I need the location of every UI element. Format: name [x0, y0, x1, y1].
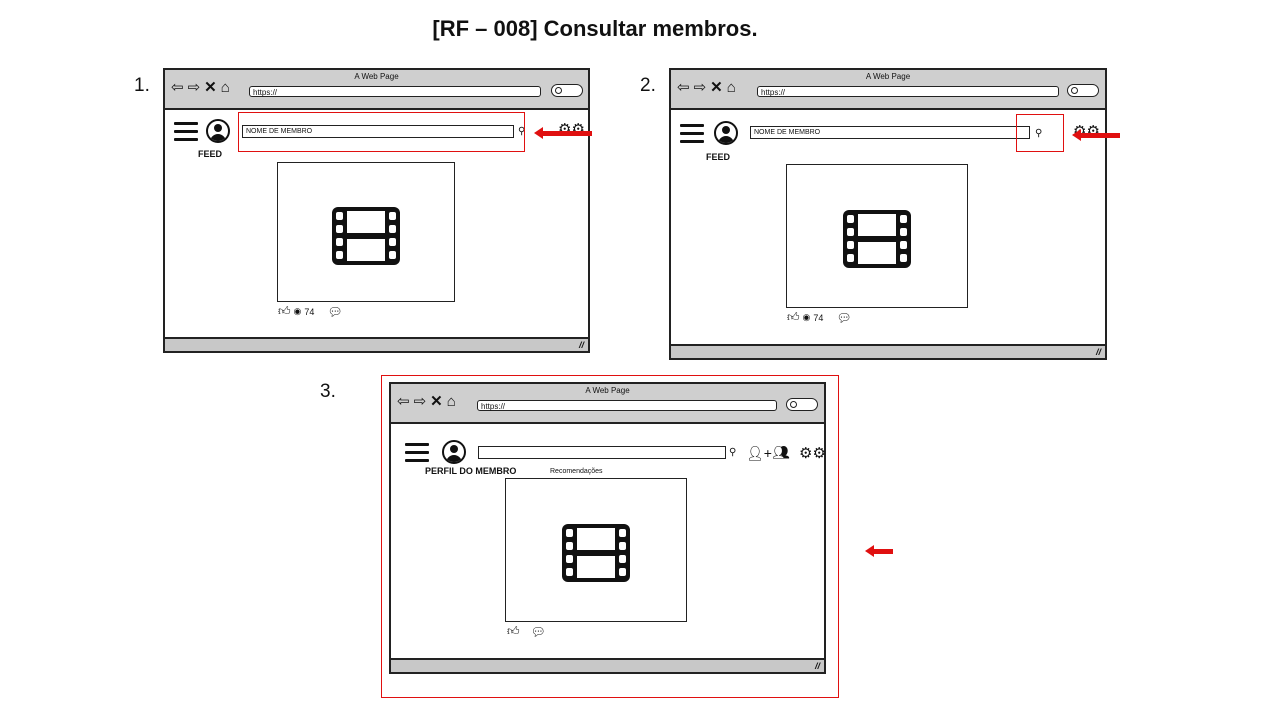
url-bar[interactable]: https:// — [477, 400, 777, 411]
social-bar: 👍︎ ◉ 74 💬︎ — [278, 304, 343, 319]
resize-grip-icon[interactable]: // — [578, 340, 584, 350]
search-icon[interactable]: ⚲ — [518, 126, 526, 137]
add-user-icon[interactable]: 👤︎+ — [746, 445, 772, 461]
search-icon — [555, 87, 562, 94]
status-bar: // — [165, 337, 588, 351]
group-icon[interactable]: 👥︎ — [772, 444, 790, 460]
avatar-icon[interactable] — [442, 440, 466, 464]
comment-icon[interactable]: 💬︎ — [836, 310, 852, 325]
browser-search-button[interactable] — [786, 398, 818, 411]
page-label: FEED — [706, 152, 731, 162]
close-icon[interactable]: ✕ — [710, 79, 723, 96]
step-number-3: 3. — [320, 381, 336, 402]
comment-icon[interactable]: 💬︎ — [327, 304, 343, 319]
forward-arrow-icon[interactable]: ⇨ — [693, 79, 707, 96]
browser-search-button[interactable] — [551, 84, 583, 97]
section-label: Recomendações — [550, 468, 603, 475]
back-arrow-icon[interactable]: ⇦ — [397, 393, 410, 410]
likes-count: 74 — [813, 312, 824, 323]
window-title: A Web Page — [354, 72, 399, 81]
social-bar: 👍︎ 💬︎ — [507, 624, 546, 639]
search-icon[interactable]: ⚲ — [1035, 128, 1043, 139]
likes-count: 74 — [304, 306, 315, 317]
thumbs-up-icon[interactable]: 👍︎ — [507, 624, 520, 638]
browser-search-button[interactable] — [1067, 84, 1099, 97]
window-titlebar: A Web Page ⇦ ⇨ ✕ ⌂ https:// — [165, 70, 588, 110]
resize-grip-icon[interactable]: // — [814, 661, 820, 671]
search-icon — [1071, 87, 1078, 94]
member-search-input[interactable]: NOME DE MEMBRO — [242, 125, 514, 138]
highlight-box — [1016, 114, 1064, 152]
window-titlebar: A Web Page ⇦ ⇨ ✕ ⌂ https:// — [391, 384, 824, 424]
browser-window-2: A Web Page ⇦ ⇨ ✕ ⌂ https:// FEED NOME DE… — [669, 68, 1120, 360]
forward-arrow-icon[interactable]: ⇨ — [187, 79, 201, 96]
red-arrow — [534, 127, 592, 139]
film-icon — [562, 524, 630, 582]
window-title: A Web Page — [865, 72, 911, 81]
hamburger-menu-icon[interactable] — [405, 443, 429, 463]
home-icon[interactable]: ⌂ — [446, 393, 456, 410]
thumbs-up-icon[interactable]: 👍︎ — [787, 310, 800, 324]
browser-window-1: A Web Page ⇦ ⇨ ✕ ⌂ https:// FEED NOME DE… — [163, 68, 592, 353]
search-icon — [790, 401, 797, 408]
avatar-icon[interactable] — [206, 119, 230, 143]
user-icon: ◉ — [293, 306, 302, 316]
home-icon[interactable]: ⌂ — [220, 79, 230, 96]
highlight-box-3 — [381, 375, 839, 698]
search-icon[interactable]: ⚲ — [729, 447, 737, 458]
resize-grip-icon[interactable]: // — [1095, 347, 1101, 357]
step-number-2: 2. — [640, 75, 656, 96]
video-frame[interactable] — [277, 162, 455, 302]
social-bar: 👍︎ ◉ 74 💬︎ — [787, 310, 852, 325]
back-arrow-icon[interactable]: ⇦ — [677, 79, 690, 96]
film-icon — [332, 207, 400, 265]
gear-icon[interactable]: ⚙⚙ — [799, 445, 826, 462]
thumbs-up-icon[interactable]: 👍︎ — [278, 304, 291, 318]
page-label: PERFIL DO MEMBRO — [425, 466, 517, 476]
url-bar[interactable]: https:// — [757, 86, 1059, 97]
member-search-input[interactable] — [478, 446, 726, 459]
member-search-input[interactable]: NOME DE MEMBRO — [750, 126, 1030, 139]
window-titlebar: A Web Page ⇦ ⇨ ✕ ⌂ https:// — [671, 70, 1105, 110]
home-icon[interactable]: ⌂ — [726, 79, 736, 96]
status-bar: // — [671, 344, 1105, 358]
close-icon[interactable]: ✕ — [430, 393, 443, 410]
nav-buttons: ⇦ ⇨ ✕ ⌂ — [677, 79, 736, 96]
highlight-box — [238, 112, 525, 152]
comment-icon[interactable]: 💬︎ — [530, 624, 546, 639]
page-label: FEED — [198, 149, 223, 159]
user-icon: ◉ — [802, 312, 811, 322]
step-number-1: 1. — [134, 75, 150, 96]
hamburger-menu-icon[interactable] — [174, 122, 198, 142]
status-bar: // — [391, 658, 824, 672]
page-title: [RF – 008] Consultar membros. — [432, 16, 758, 41]
nav-buttons: ⇦ ⇨ ✕ ⌂ — [397, 393, 456, 410]
forward-arrow-icon[interactable]: ⇨ — [413, 393, 427, 410]
video-frame[interactable] — [786, 164, 968, 308]
avatar-icon[interactable] — [714, 121, 738, 145]
browser-window-3: A Web Page ⇦ ⇨ ✕ ⌂ https:// PERFIL DO ME… — [389, 382, 826, 674]
nav-buttons: ⇦ ⇨ ✕ ⌂ — [171, 79, 230, 96]
close-icon[interactable]: ✕ — [204, 79, 217, 96]
hamburger-menu-icon[interactable] — [680, 124, 704, 144]
film-icon — [843, 210, 911, 268]
url-bar[interactable]: https:// — [249, 86, 541, 97]
video-frame[interactable] — [505, 478, 687, 622]
red-arrow — [1072, 129, 1120, 141]
red-arrow-3 — [865, 545, 893, 557]
back-arrow-icon[interactable]: ⇦ — [171, 79, 184, 96]
window-title: A Web Page — [585, 386, 630, 395]
